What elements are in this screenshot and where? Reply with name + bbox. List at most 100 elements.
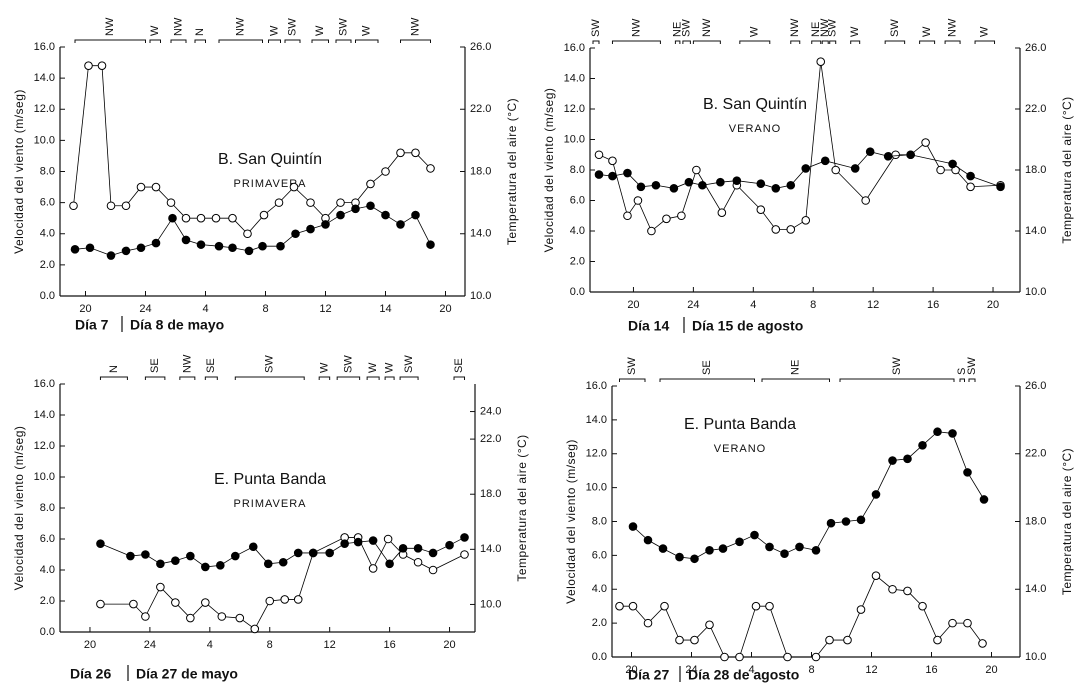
y-axis-label: Velocidad del viento (m/seg)	[564, 439, 578, 604]
x-tick-label: 20	[79, 303, 91, 315]
wind-direction: SW	[264, 355, 276, 373]
data-point	[996, 182, 1005, 192]
data-point	[121, 201, 131, 211]
data-point	[201, 562, 210, 572]
data-point	[186, 551, 195, 561]
data-point	[675, 635, 684, 645]
y2-tick-label: 18.0	[480, 488, 501, 500]
data-point	[70, 245, 80, 254]
data-point	[826, 518, 836, 528]
panel-title: B. San Quintín	[218, 151, 322, 168]
x-tick-label: 24	[685, 664, 697, 676]
wind-period	[839, 378, 955, 382]
data-point	[368, 536, 378, 545]
wind-direction: W	[367, 362, 379, 373]
data-point	[141, 612, 150, 621]
wind-period	[99, 376, 128, 380]
data-point	[460, 533, 469, 542]
wind-period	[790, 40, 801, 44]
data-point	[692, 165, 701, 175]
data-point	[675, 552, 684, 562]
data-point	[651, 180, 661, 190]
data-point	[336, 210, 345, 220]
data-point	[126, 551, 135, 561]
data-point	[306, 198, 315, 207]
data-point	[293, 595, 303, 604]
panel-subtitle: VERANO	[714, 443, 766, 455]
y2-tick-label: 22.0	[1025, 448, 1046, 460]
data-point	[811, 652, 821, 662]
y-tick-label: 6.0	[40, 197, 55, 209]
x-tick-label: 8	[808, 664, 814, 676]
wind-direction: NE	[810, 22, 822, 37]
day-label: Día 27	[628, 667, 669, 683]
data-point	[933, 427, 942, 437]
y-tick-label: 10.0	[564, 133, 585, 145]
data-point	[250, 624, 260, 634]
data-point	[735, 537, 744, 547]
wind-direction: SW	[889, 19, 901, 37]
data-point	[903, 454, 912, 464]
data-point	[445, 540, 454, 550]
data-point	[918, 440, 927, 450]
data-point	[831, 165, 841, 175]
data-point	[786, 180, 796, 190]
data-point	[228, 213, 237, 223]
y2-tick-label: 22.0	[470, 103, 491, 115]
panel-subtitle: PRIMAVERA	[234, 498, 307, 510]
x-tick-label: 4	[748, 664, 754, 676]
data-point	[211, 213, 221, 223]
y-axis-label: Velocidad del viento (m/seg)	[542, 88, 556, 253]
wind-period	[311, 39, 329, 43]
y2-tick-label: 22.0	[1025, 103, 1046, 115]
y2-tick-label: 14.0	[480, 543, 501, 555]
wind-direction: N	[194, 28, 206, 36]
wind-period	[619, 378, 646, 382]
wind-direction: SW	[681, 19, 693, 37]
data-point	[171, 556, 180, 566]
data-point	[705, 620, 714, 630]
data-point	[856, 515, 866, 525]
panel-title: E. Punta Banda	[684, 416, 796, 433]
wind-period	[761, 378, 830, 382]
data-point	[756, 179, 766, 189]
wind-period	[739, 40, 771, 44]
x-tick-label: 12	[319, 303, 331, 315]
wind-period	[811, 40, 822, 44]
wind-period	[144, 376, 166, 380]
y-tick-label: 8.0	[592, 515, 607, 527]
wind-direction: W	[849, 26, 861, 37]
data-point	[948, 159, 957, 169]
wind-period	[179, 376, 196, 380]
data-point	[156, 582, 165, 592]
wind-direction: SE	[701, 360, 713, 375]
data-point	[765, 542, 774, 552]
y-tick-label: 14.0	[564, 72, 585, 84]
data-point	[385, 559, 394, 569]
x-tick-label: 8	[262, 303, 268, 315]
data-point	[276, 241, 285, 251]
x-tick-label: 16	[927, 299, 939, 311]
data-point	[244, 246, 254, 256]
y-tick-label: 0.0	[570, 286, 585, 298]
y2-tick-label: 22.0	[480, 433, 501, 445]
y-tick-label: 14.0	[34, 72, 55, 84]
data-point	[84, 61, 93, 70]
data-point	[690, 554, 699, 564]
data-point	[383, 534, 393, 544]
wind-period	[355, 39, 379, 43]
wind-period	[399, 376, 419, 380]
y2-tick-label: 14.0	[470, 228, 491, 240]
y-tick-label: 12.0	[34, 103, 55, 115]
data-point	[274, 198, 284, 207]
data-point	[96, 599, 105, 609]
y-tick-label: 0.0	[40, 290, 55, 302]
data-point	[228, 243, 237, 253]
data-point	[811, 545, 821, 555]
wind-direction: W	[921, 26, 933, 37]
day-label: Día 15 de agosto	[692, 318, 803, 334]
data-point	[129, 599, 138, 609]
panel-title: E. Punta Banda	[214, 471, 326, 488]
data-point	[259, 210, 269, 220]
wind-period	[149, 39, 161, 43]
